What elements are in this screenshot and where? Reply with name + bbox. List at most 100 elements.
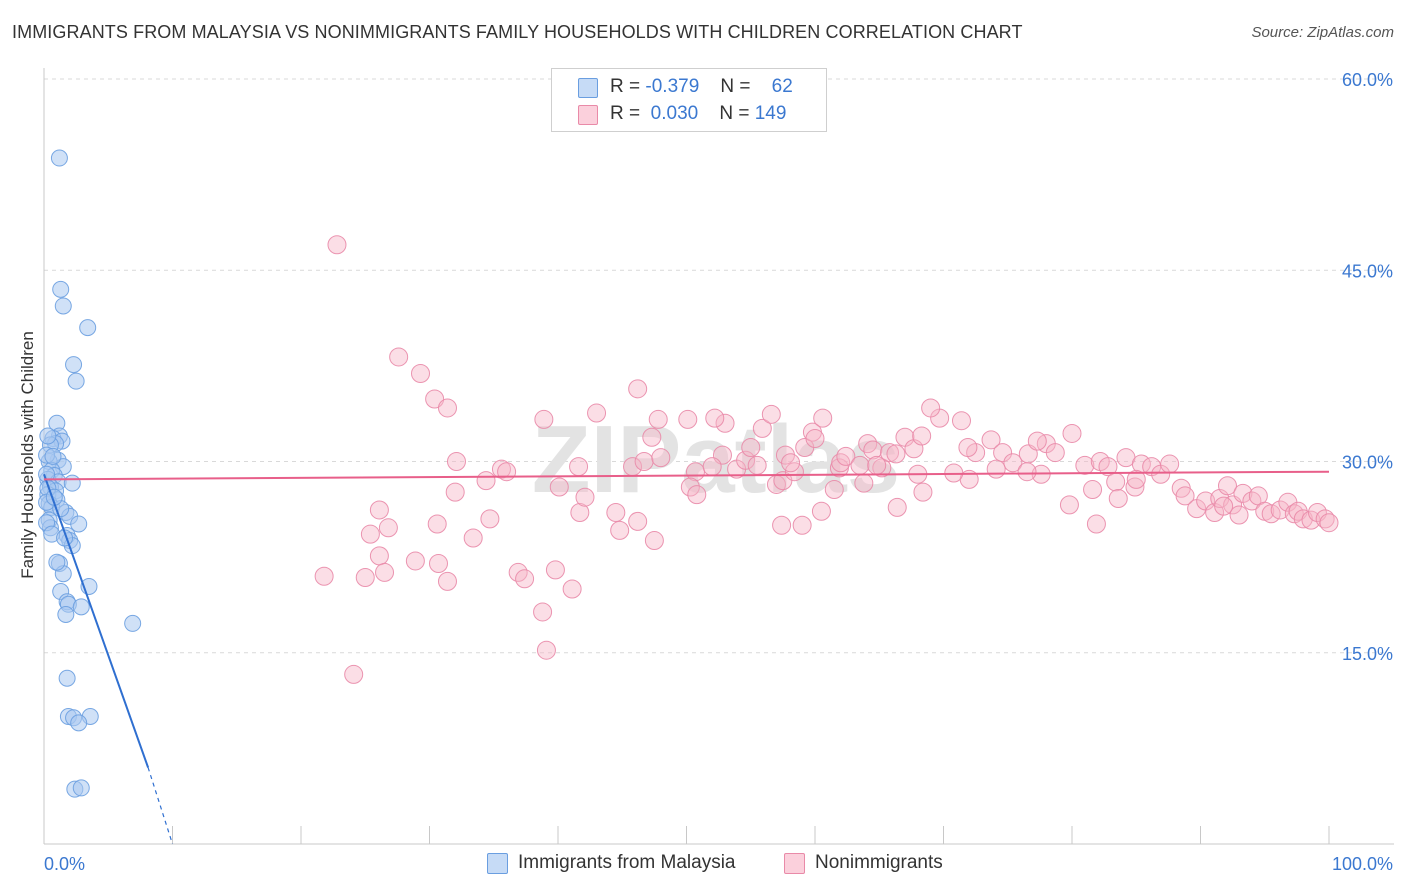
nonimmigrants-point xyxy=(781,453,801,473)
nonimmigrants-point xyxy=(369,546,389,566)
nonimmigrants-point xyxy=(1027,431,1047,451)
nonimmigrants-point xyxy=(1160,454,1180,474)
nonimmigrants-point xyxy=(344,664,364,684)
nonimmigrants-point xyxy=(831,453,851,473)
nonimmigrants-point xyxy=(680,477,700,497)
nonimmigrants-point xyxy=(1075,455,1095,475)
legend-n-value: 149 xyxy=(754,103,787,124)
y-tick-label: 15.0% xyxy=(1342,644,1393,664)
nonimmigrants-point xyxy=(1175,486,1195,506)
nonimmigrants-point xyxy=(587,403,607,423)
legend-swatch-pink xyxy=(578,105,598,125)
nonimmigrants-point xyxy=(1017,462,1037,482)
nonimmigrants-point xyxy=(772,515,792,535)
nonimmigrants-point xyxy=(1229,505,1249,525)
nonimmigrants-point xyxy=(445,482,465,502)
nonimmigrants-point xyxy=(702,457,722,477)
nonimmigrants-point xyxy=(1045,443,1065,463)
nonimmigrants-point xyxy=(389,347,409,367)
malaysia-point xyxy=(70,515,88,533)
nonimmigrants-point xyxy=(355,568,375,588)
nonimmigrants-point xyxy=(863,440,883,460)
nonimmigrants-point xyxy=(463,528,483,548)
nonimmigrants-point xyxy=(836,446,856,466)
bottom-legend-swatch-pink xyxy=(784,853,805,874)
y-axis-label: Family Households with Children xyxy=(18,331,37,579)
nonimmigrants-point xyxy=(867,455,887,475)
nonimmigrants-point xyxy=(913,482,933,502)
malaysia-point xyxy=(39,427,57,445)
series-malaysia-points xyxy=(38,149,142,798)
nonimmigrants-point xyxy=(644,531,664,551)
nonimmigrants-point xyxy=(986,459,1006,479)
nonimmigrants-point xyxy=(575,487,595,507)
bottom-legend-swatch-blue xyxy=(487,853,508,874)
malaysia-point xyxy=(63,474,81,492)
y-tick-label: 30.0% xyxy=(1342,453,1393,473)
malaysia-point xyxy=(52,280,70,298)
nonimmigrants-point xyxy=(736,450,756,470)
nonimmigrants-point xyxy=(887,497,907,517)
nonimmigrants-point xyxy=(497,462,517,482)
nonimmigrants-point xyxy=(858,434,878,454)
nonimmigrants-point xyxy=(634,452,654,471)
malaysia-point xyxy=(44,447,62,465)
legend-n-value: 62 xyxy=(771,76,793,97)
nonimmigrants-point xyxy=(491,459,511,479)
nonimmigrants-point xyxy=(549,477,569,497)
bottom-legend-label: Immigrants from Malaysia xyxy=(518,852,736,873)
nonimmigrants-point xyxy=(1214,496,1234,516)
nonimmigrants-point xyxy=(958,437,978,457)
nonimmigrants-point xyxy=(811,501,831,521)
nonimmigrants-point xyxy=(981,430,1001,450)
correlation-legend: R = -0.379 N = 62 R = 0.030 N = 149 xyxy=(551,68,827,132)
nonimmigrants-point xyxy=(687,485,707,505)
malaysia-point xyxy=(72,779,90,797)
nonimmigrants-point xyxy=(437,571,457,591)
nonimmigrants-point xyxy=(1059,495,1079,515)
nonimmigrants-point xyxy=(912,426,932,446)
source-credit: Source: ZipAtlas.com xyxy=(1251,24,1394,41)
legend-r-label: R = xyxy=(610,103,641,124)
nonimmigrants-point xyxy=(1062,423,1082,443)
nonimmigrants-point xyxy=(1319,513,1339,533)
nonimmigrants-point xyxy=(1293,509,1313,529)
nonimmigrants-point xyxy=(813,408,833,428)
nonimmigrants-point xyxy=(411,364,431,384)
nonimmigrants-point xyxy=(428,554,448,573)
trend-lines xyxy=(43,470,1330,845)
nonimmigrants-trend-line xyxy=(43,470,1330,481)
nonimmigrants-point xyxy=(824,480,844,500)
nonimmigrants-point xyxy=(921,398,941,418)
nonimmigrants-point xyxy=(378,518,398,538)
nonimmigrants-point xyxy=(569,457,589,477)
nonimmigrants-point xyxy=(533,602,553,622)
grid-lines xyxy=(44,78,1394,654)
nonimmigrants-point xyxy=(1086,514,1106,534)
nonimmigrants-point xyxy=(642,427,662,447)
nonimmigrants-point xyxy=(651,448,671,468)
nonimmigrants-point xyxy=(534,409,554,429)
nonimmigrants-point xyxy=(1217,476,1237,496)
nonimmigrants-point xyxy=(570,503,590,522)
nonimmigrants-point xyxy=(446,452,466,471)
nonimmigrants-point xyxy=(648,409,668,429)
nonimmigrants-point xyxy=(1125,477,1145,497)
nonimmigrants-point xyxy=(437,398,457,418)
nonimmigrants-point xyxy=(515,569,535,589)
legend-n-label: N = xyxy=(719,103,750,124)
nonimmigrants-point xyxy=(314,566,334,586)
malaysia-point xyxy=(58,669,76,687)
nonimmigrants-point xyxy=(747,455,767,475)
malaysia-point xyxy=(65,356,83,374)
nonimmigrants-point xyxy=(327,235,347,255)
malaysia-point xyxy=(50,149,68,167)
nonimmigrants-point xyxy=(951,411,971,431)
nonimmigrants-point xyxy=(476,471,496,491)
x-tick-label: 0.0% xyxy=(44,854,85,874)
nonimmigrants-point xyxy=(405,551,425,571)
legend-n-label: N = xyxy=(720,76,751,97)
nonimmigrants-point xyxy=(761,404,781,424)
nonimmigrants-point xyxy=(1003,453,1023,473)
